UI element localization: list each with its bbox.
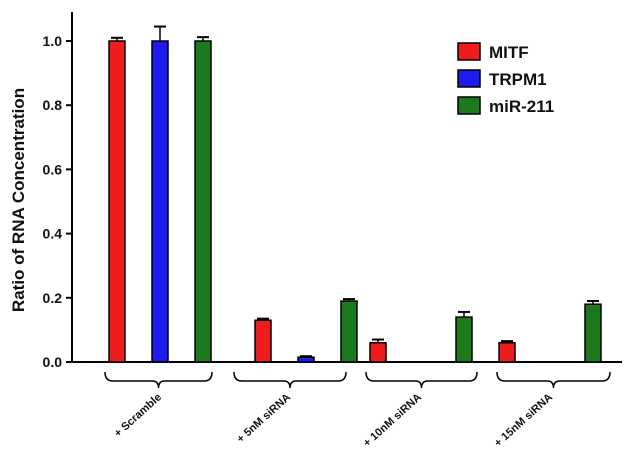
bar — [194, 40, 212, 363]
legend-label: TRPM1 — [489, 70, 547, 89]
y-tick-label: 0.2 — [43, 290, 63, 306]
category-labels: + Scramble + 5nM siRNA + 10nM siRNA + 15nM … — [112, 391, 555, 449]
category-brace — [233, 371, 347, 389]
bar — [340, 300, 358, 363]
category-brace — [104, 371, 213, 389]
legend: MITF TRPM1 miR-211 — [457, 42, 554, 116]
y-axis-label: Ratio of RNA Concentration — [9, 88, 28, 312]
bar — [369, 341, 387, 363]
y-tick-label: 0.6 — [43, 161, 63, 177]
bar — [297, 356, 315, 363]
category-label: + 15nM siRNA — [492, 391, 555, 449]
legend-swatch — [457, 42, 481, 61]
category-braces — [104, 371, 611, 389]
bar — [254, 319, 272, 363]
y-tick-label: 0.8 — [43, 97, 63, 113]
bar — [455, 316, 473, 363]
category-label: + Scramble — [112, 391, 164, 439]
y-tick-label: 0.4 — [43, 226, 63, 242]
bar — [151, 40, 169, 363]
bar — [108, 40, 126, 363]
category-label: + 5nM siRNA — [235, 391, 293, 445]
legend-label: miR-211 — [489, 97, 554, 116]
y-tick-label: 0.0 — [43, 354, 63, 370]
bar — [584, 303, 602, 363]
legend-swatch — [457, 69, 481, 88]
category-label: + 10nM siRNA — [361, 391, 424, 449]
legend-swatch — [457, 96, 481, 115]
legend-label: MITF — [489, 43, 529, 62]
y-tick-label: 1.0 — [43, 33, 63, 49]
bar — [498, 341, 516, 363]
bars — [108, 25, 602, 363]
category-brace — [365, 371, 478, 389]
axes: 0.0 0.2 0.4 0.6 0.8 1.0 — [43, 12, 622, 370]
category-brace — [496, 371, 611, 389]
